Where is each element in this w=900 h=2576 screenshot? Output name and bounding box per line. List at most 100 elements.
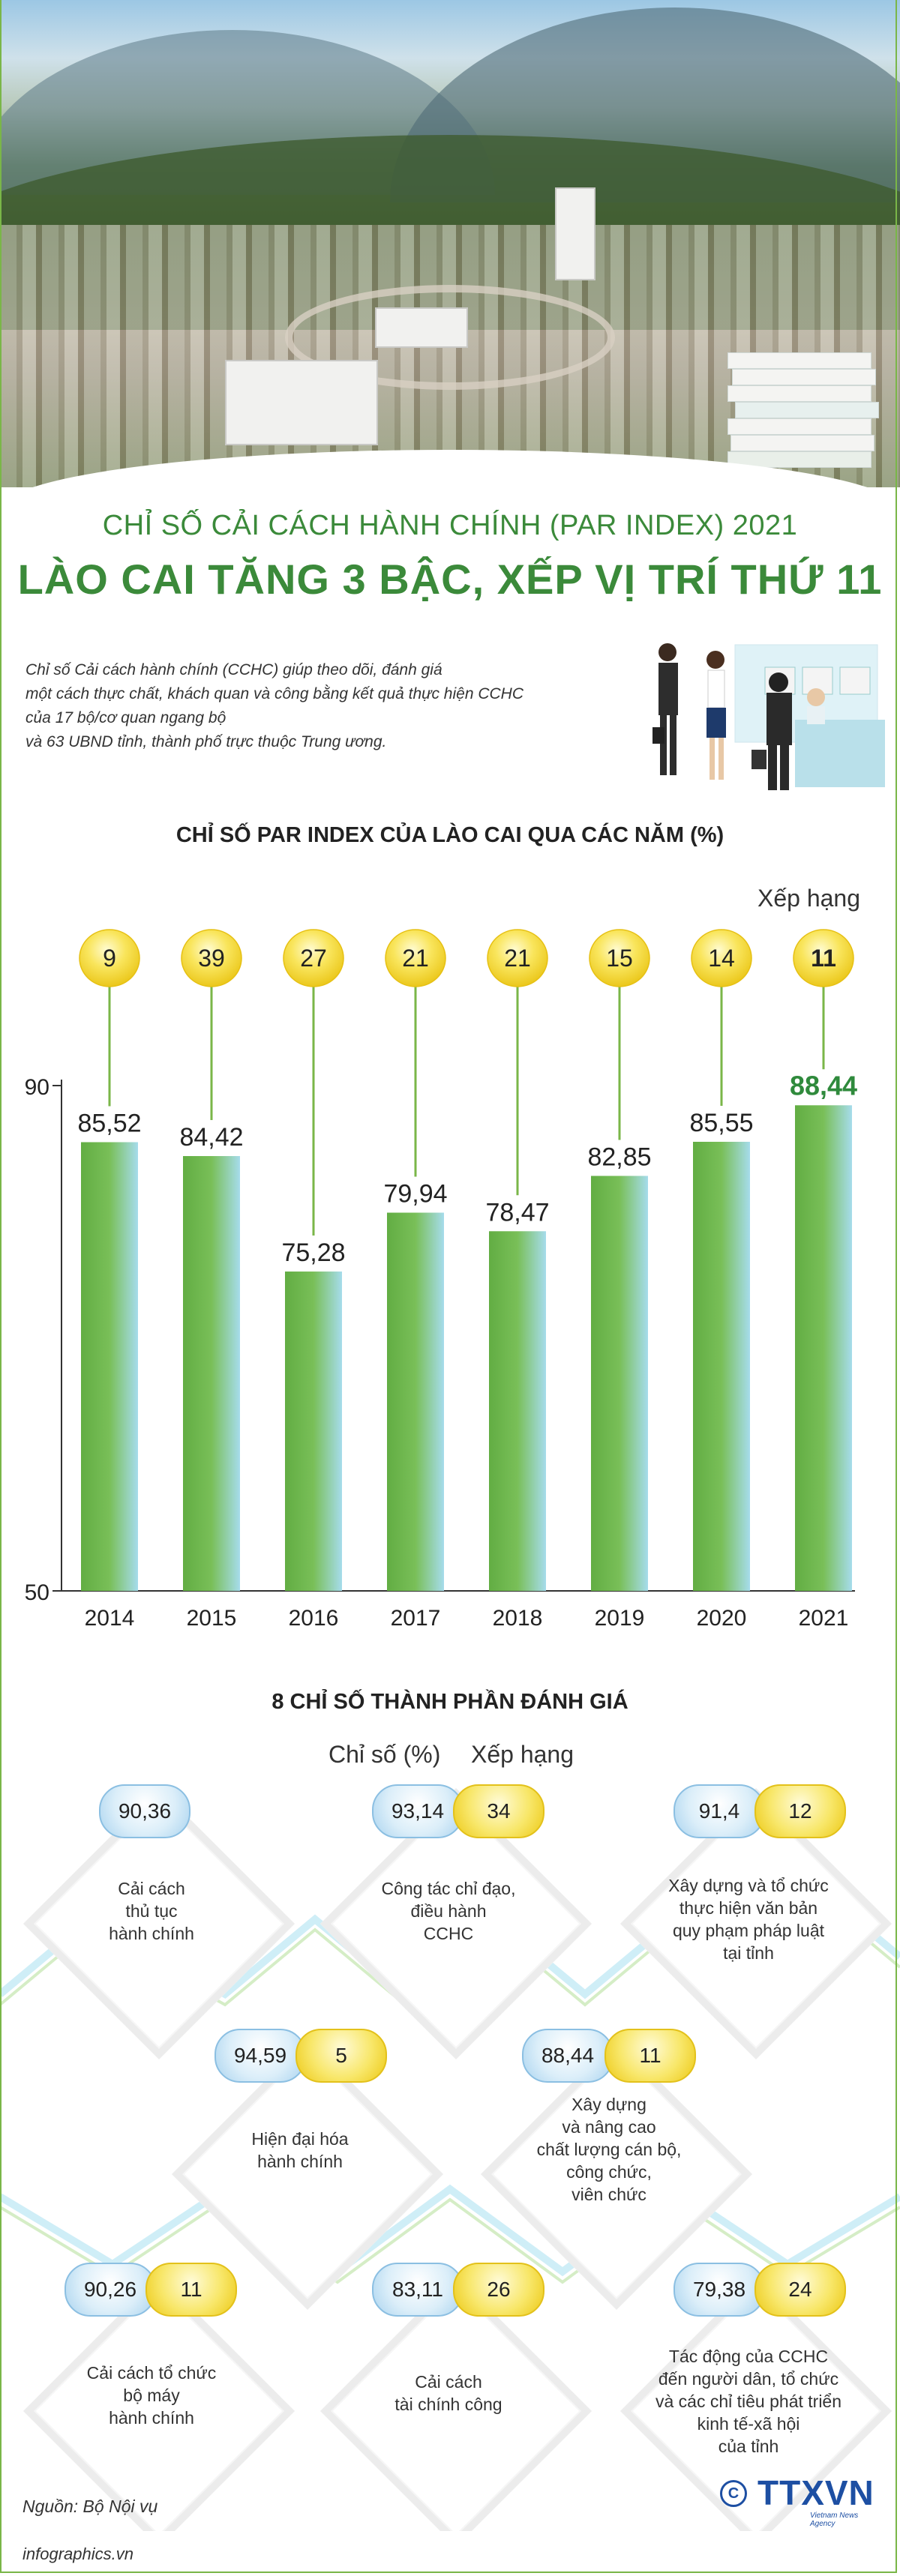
rank-badge: 34 [453,1784,544,1838]
label-line: Cải cách tổ chức [86,2363,217,2383]
index-badge: 91,4 [674,1784,765,1838]
bar-chart-svg: 90 50 9 85,52 2014 39 84,42 2015 27 75,28 2016 21 79… [25,929,857,1631]
rank-badge: 11 [146,2263,237,2317]
label-line: và nâng cao [562,2117,656,2137]
label-line: viên chức [572,2185,646,2204]
building-shape [375,307,468,348]
index-badge: 93,14 [372,1784,464,1838]
rank-circle [589,929,650,987]
rank-circle [793,929,854,987]
label-line: bộ máy [123,2386,180,2405]
rank-circle [691,929,752,987]
label-line: Cải cách [415,2372,482,2392]
label-line: hành chính [109,1924,194,1943]
label-line: tại tỉnh [723,1943,774,1963]
rank-badge: 26 [453,2263,544,2317]
rank-value: 9 [103,945,116,972]
label-line: công chức, [566,2162,652,2182]
rank-circle [283,929,344,987]
legend-index-label: Chỉ số (%) [328,1741,441,1768]
rank-value: 21 [504,945,531,972]
copyright-icon: C [720,2480,747,2507]
rank-badge: 11 [604,2029,696,2083]
x-tick-label: 2014 [85,1606,135,1631]
rank-circle [385,929,446,987]
building-shape [555,187,596,280]
rank-value: 11 [811,945,836,972]
x-tick-label: 2017 [391,1606,441,1631]
rank-badge: 12 [754,1784,846,1838]
label-line: quy phạm pháp luật [672,1921,825,1940]
bar-value-label: 85,52 [77,1109,141,1137]
bar-value-label: 75,28 [281,1239,345,1267]
intro-line: Chỉ số Cải cách hành chính (CCHC) giúp t… [26,661,442,678]
bar [795,1105,852,1591]
building-shape [225,360,378,445]
intro-line: của 17 bộ/cơ quan ngang bộ [26,709,226,726]
rank-label: Xếp hạng [758,885,861,912]
bar-value-label: 79,94 [383,1180,447,1209]
legend-rank-label: Xếp hạng [471,1741,574,1768]
label-line: hành chính [109,2408,194,2428]
bar [693,1141,750,1591]
label-line: Hiện đại hóa [251,2129,349,2149]
component-label: Tác động của CCHC đến người dân, tổ chức… [639,2345,858,2458]
logo-subtitle: Vietnam News Agency [810,2512,859,2528]
bar-value-label: 88,44 [790,1070,857,1101]
intro-line: một cách thực chất, khách quan và công b… [26,685,524,702]
bar-value-label: 78,47 [485,1198,549,1227]
label-line: CCHC [423,1924,474,1943]
label-line: điều hành [410,1901,487,1921]
bar [81,1142,138,1591]
rank-value: 21 [402,945,429,972]
chart-title: CHỈ SỐ PAR INDEX CỦA LÀO CAI QUA CÁC NĂM… [176,823,724,847]
label-line: tài chính công [394,2395,502,2414]
x-tick-label: 2019 [595,1606,645,1631]
label-line: đến người dân, tổ chức [658,2369,839,2389]
footer-url[interactable]: infographics.vn [22,2545,134,2563]
y-tick-label: 50 [25,1580,50,1605]
rank-value: 27 [300,945,327,972]
index-badge: 90,36 [99,1784,190,1838]
bar [183,1156,240,1591]
hero-photo [0,0,900,487]
y-tick-label: 90 [25,1075,50,1100]
page-title-line1: CHỈ SỐ CẢI CÁCH HÀNH CHÍNH (PAR INDEX) 2… [102,510,798,541]
rank-value: 15 [606,945,633,972]
bar [489,1231,546,1591]
label-line: thủ tục [125,1901,178,1921]
ttxvn-logo: C TTXVN Vietnam News Agency [720,2467,885,2528]
label-line: Xây dựng [572,2095,646,2114]
label-line: Công tác chỉ đạo, [381,1879,516,1898]
component-label: Hiện đại hóa hành chính [202,2128,398,2173]
index-badge: 90,26 [64,2263,156,2317]
component-label: Xây dựng và tổ chức thực hiện văn bản qu… [651,1874,846,1964]
bar-value-label: 82,85 [587,1143,651,1171]
x-tick-label: 2020 [697,1606,747,1631]
x-tick-label: 2018 [493,1606,543,1631]
par-index-chart: 90 50 9 85,52 2014 39 84,42 2015 27 75,28 2016 21 79… [0,922,900,1664]
component-label: Cải cách tổ chức bộ máy hành chính [54,2362,249,2429]
x-tick-label: 2016 [289,1606,339,1631]
bar-value-label: 85,55 [689,1109,753,1137]
label-line: Tác động của CCHC [668,2347,829,2366]
x-tick-label: 2021 [799,1606,849,1631]
rank-circle [181,929,242,987]
rank-circle [487,929,548,987]
rank-value: 39 [198,945,225,972]
bar [387,1212,444,1591]
page-title-line2: LÀO CAI TĂNG 3 BẬC, XẾP VỊ TRÍ THỨ 11 [17,556,883,603]
rank-value: 14 [708,945,735,972]
label-line: hành chính [257,2152,343,2171]
intro-line: và 63 UBND tỉnh, thành phố trực thuộc Tr… [26,733,387,750]
index-badge: 83,11 [372,2263,464,2317]
footer-bar: infographics.vn [0,2531,900,2576]
rank-badge: 5 [296,2029,387,2083]
label-line: chất lượng cán bộ, [536,2140,682,2159]
rank-badge: 24 [754,2263,846,2317]
office-people-illustration [652,643,885,790]
label-line: Cải cách [118,1879,185,1898]
label-line: của tỉnh [718,2437,779,2456]
index-badge: 79,38 [674,2263,765,2317]
logo-text: TTXVN [758,2473,874,2512]
